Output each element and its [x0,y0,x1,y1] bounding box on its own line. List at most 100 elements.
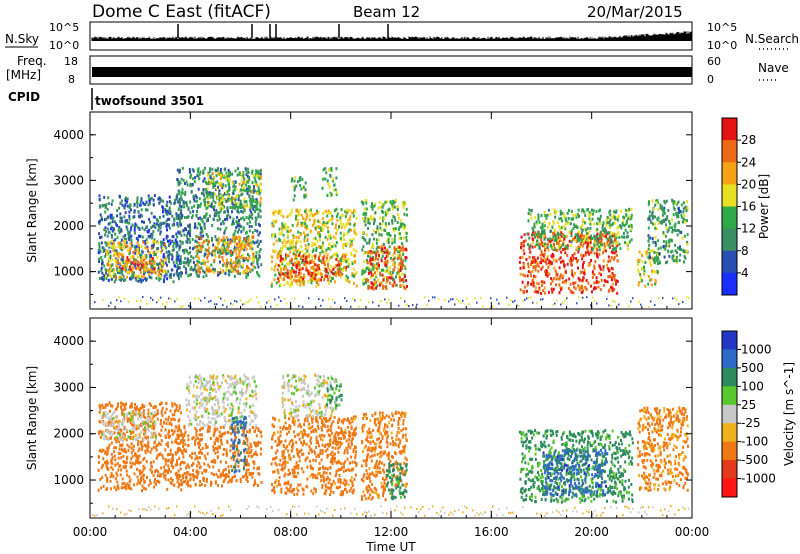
range-cell [678,211,680,214]
range-cell [167,223,170,227]
range-cell [182,229,185,233]
range-cell [347,229,350,233]
range-cell [309,208,312,212]
range-cell [122,454,125,458]
range-cell [153,253,156,257]
range-cell [560,231,563,235]
range-cell [317,271,320,275]
range-cell [482,305,484,308]
range-cell [675,260,678,264]
range-cell [339,236,342,240]
range-cell [346,210,349,214]
range-cell [559,288,562,292]
range-cell [521,255,524,259]
range-cell [372,287,375,291]
range-cell [142,274,145,278]
range-cell [217,185,219,189]
range-cell [231,210,233,214]
range-cell [561,259,564,263]
range-cell [132,275,135,279]
range-cell [580,253,582,257]
range-cell [456,298,458,301]
range-cell [641,266,643,270]
range-cell [374,280,376,284]
range-cell [208,170,211,173]
range-cell [393,246,396,250]
range-cell [402,203,405,207]
range-cell [295,279,298,283]
range-cell [545,216,548,220]
range-cell [593,251,596,255]
range-cell [404,226,407,230]
range-cell [601,228,604,232]
nsky-strip-frame [89,21,693,51]
range-cell [370,281,373,285]
range-cell [628,216,631,220]
range-cell [380,300,382,302]
range-cell [231,220,234,224]
range-cell [145,208,147,212]
range-cell [526,297,528,300]
range-cell [123,215,126,219]
range-cell [194,239,197,243]
range-cell [327,282,330,285]
range-cell [251,231,254,235]
range-cell [626,242,629,246]
range-cell [666,260,668,264]
range-cell [204,296,206,299]
range-cell [390,273,393,277]
range-cell [284,298,286,300]
range-cell [160,401,163,405]
range-cell [304,251,307,255]
range-cell [335,193,338,197]
range-cell [518,304,520,307]
range-cell [228,273,231,277]
range-cell [367,221,370,225]
range-cell [296,239,299,243]
range-cell [207,218,209,222]
range-cell [176,263,179,267]
range-cell [462,299,464,302]
range-cell [168,453,171,456]
range-cell [157,267,160,270]
range-cell [211,224,214,227]
range-cell [144,416,147,420]
range-cell [308,209,311,213]
range-cell [536,256,539,260]
range-cell [336,254,339,258]
range-cell [123,417,126,421]
range-cell [552,277,555,281]
range-cell [152,243,155,247]
range-cell [186,232,189,236]
range-cell [674,201,677,205]
range-cell [271,260,273,264]
range-cell [249,199,252,203]
range-cell [105,249,108,253]
range-cell [553,208,556,212]
range-cell [361,269,364,273]
range-cell [125,225,128,229]
range-cell [630,300,632,303]
range-cell [327,247,330,250]
range-cell [201,261,204,265]
range-cell [404,275,407,278]
range-cell [100,430,103,434]
range-cell [257,171,260,175]
range-cell [313,237,315,241]
range-cell [152,262,155,266]
range-cell [582,218,584,222]
range-cell [104,267,107,271]
range-cell [123,206,126,210]
range-cell [604,227,606,231]
range-cell [406,303,408,306]
range-cell [257,265,260,269]
range-cell [652,214,654,218]
range-cell [574,287,577,291]
range-cell [547,248,550,252]
range-cell [591,247,594,251]
range-cell [532,281,535,285]
range-cell [533,274,535,278]
range-cell [219,194,222,198]
range-cell [231,206,234,210]
range-cell [654,243,657,247]
